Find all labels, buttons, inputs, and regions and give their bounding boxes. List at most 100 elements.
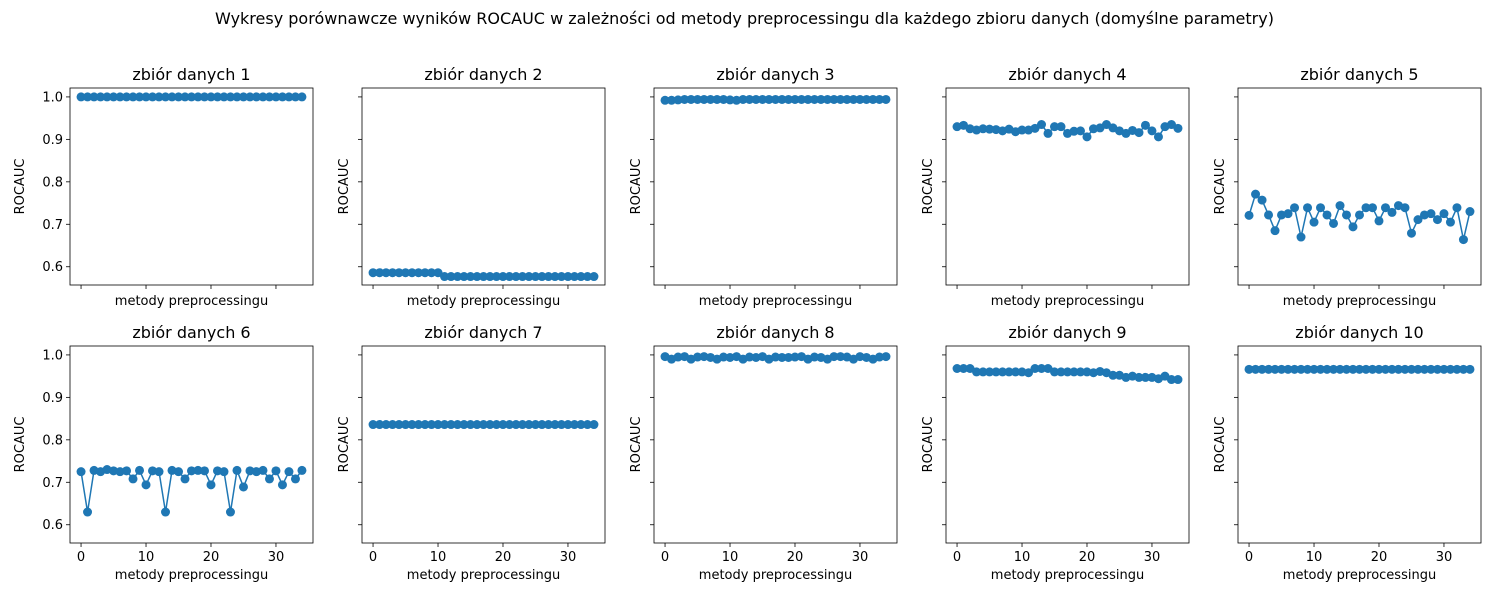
data-point (102, 92, 112, 102)
data-point (1075, 126, 1085, 136)
data-point (115, 92, 125, 102)
data-point (1303, 364, 1313, 374)
data-point (1322, 364, 1332, 374)
data-point (556, 272, 566, 282)
data-point (193, 465, 203, 475)
data-point (1387, 364, 1397, 374)
data-point (861, 94, 871, 104)
series-group (952, 120, 1183, 142)
data-point (751, 94, 761, 104)
data-point (1380, 364, 1390, 374)
data-point (297, 465, 307, 475)
data-point (498, 420, 508, 430)
data-point (407, 268, 417, 278)
data-point (180, 474, 190, 484)
data-point (569, 272, 579, 282)
y-tick-label: 0.7 (42, 218, 63, 233)
data-point (1329, 218, 1339, 228)
data-point (777, 352, 787, 362)
data-point (738, 94, 748, 104)
data-point (83, 507, 93, 517)
data-point (991, 367, 1001, 377)
data-point (459, 420, 469, 430)
data-point (466, 272, 476, 282)
y-axis-label: ROCAUC (13, 417, 28, 473)
data-point (206, 92, 216, 102)
data-point (232, 92, 242, 102)
data-point (589, 420, 599, 430)
series-group (660, 94, 891, 105)
data-point (420, 420, 430, 430)
y-axis-label: ROCAUC (921, 159, 936, 215)
data-point (576, 272, 586, 282)
data-point (1134, 372, 1144, 382)
data-point (375, 268, 385, 278)
data-point (1335, 364, 1345, 374)
data-point (855, 94, 865, 104)
data-point (771, 94, 780, 104)
data-point (433, 420, 443, 430)
data-point (161, 507, 171, 517)
y-tick-label: 0.9 (42, 391, 63, 406)
data-point (1465, 364, 1475, 374)
y-axis-label: ROCAUC (337, 159, 352, 215)
data-point (375, 420, 385, 430)
data-point (1426, 364, 1436, 374)
data-point (543, 272, 553, 282)
data-point (1303, 203, 1313, 213)
data-point (835, 352, 845, 362)
data-point (517, 420, 527, 430)
subplot-title: zbiór danych 1 (132, 65, 250, 84)
data-point (537, 272, 547, 282)
x-tick-label: 0 (1245, 550, 1253, 565)
data-point (1374, 216, 1384, 226)
data-point (388, 420, 398, 430)
y-tick-label: 1.0 (42, 348, 63, 363)
y-axis-label: ROCAUC (921, 417, 936, 473)
axes-frame (1237, 87, 1482, 286)
series-group (660, 352, 891, 364)
data-point (174, 467, 184, 477)
data-point (83, 92, 93, 102)
data-point (1439, 364, 1449, 374)
data-point (368, 420, 378, 430)
data-point (803, 94, 813, 104)
axes-frame (945, 87, 1190, 286)
x-tick-label: 0 (369, 550, 377, 565)
data-point (76, 92, 86, 102)
subplot-title: zbiór danych 10 (1295, 323, 1423, 342)
axes-frame (361, 345, 606, 544)
data-point (1426, 209, 1436, 219)
data-point (414, 268, 424, 278)
data-point (1309, 217, 1319, 227)
data-point (219, 92, 229, 102)
data-point (848, 94, 858, 104)
data-point (868, 94, 878, 104)
data-point (881, 94, 891, 104)
subplot-title: zbiór danych 5 (1300, 65, 1418, 84)
axes-frame (945, 345, 1190, 544)
data-point (1329, 364, 1339, 374)
data-point (1406, 228, 1416, 238)
data-point (1439, 209, 1449, 219)
data-point (1264, 210, 1274, 220)
data-point (673, 95, 683, 105)
data-point (589, 272, 599, 282)
data-point (667, 95, 677, 105)
data-point (1452, 364, 1462, 374)
axes-frame (653, 345, 898, 544)
data-point (530, 272, 540, 282)
data-point (161, 92, 171, 102)
data-point (459, 272, 469, 282)
subplots-grid: zbiór danych 1 0.6 0.7 0.8 0.9 1.0 metody prep… (13, 65, 1482, 583)
data-point (1445, 364, 1455, 374)
data-point (1140, 372, 1150, 382)
data-point (1257, 364, 1267, 374)
data-point (745, 352, 755, 362)
data-point (238, 482, 248, 492)
data-point (660, 95, 670, 105)
data-point (1296, 364, 1306, 374)
data-point (1342, 364, 1352, 374)
